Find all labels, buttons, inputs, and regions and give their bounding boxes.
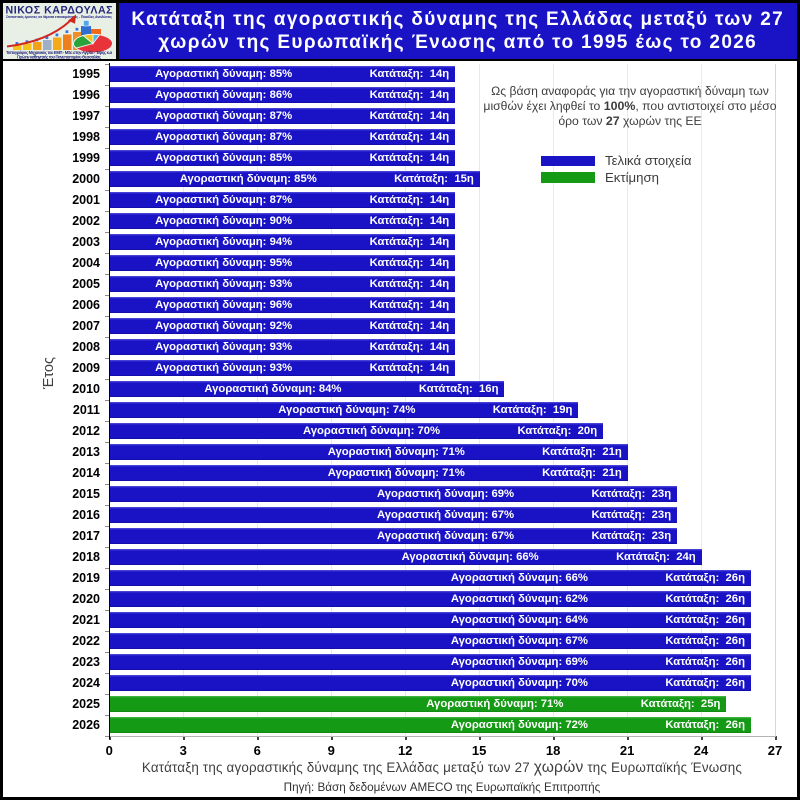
svg-text:Στατιστικές έρευνες σε θέματα: Στατιστικές έρευνες σε θέματα επικαιρότη… [6,15,112,19]
svg-text:Τοπογράφος Μηχανικός του ΕΜΠ -: Τοπογράφος Μηχανικός του ΕΜΠ - MSc στην … [6,50,112,55]
svg-text:Πρώην καθηγητής του Πανεπιστημ: Πρώην καθηγητής του Πανεπιστημίου Θεσσαλ… [17,54,101,58]
svg-text:ΝΙΚΟΣ ΚΑΡΔΟΥΛΑΣ: ΝΙΚΟΣ ΚΑΡΔΟΥΛΑΣ [6,5,114,17]
